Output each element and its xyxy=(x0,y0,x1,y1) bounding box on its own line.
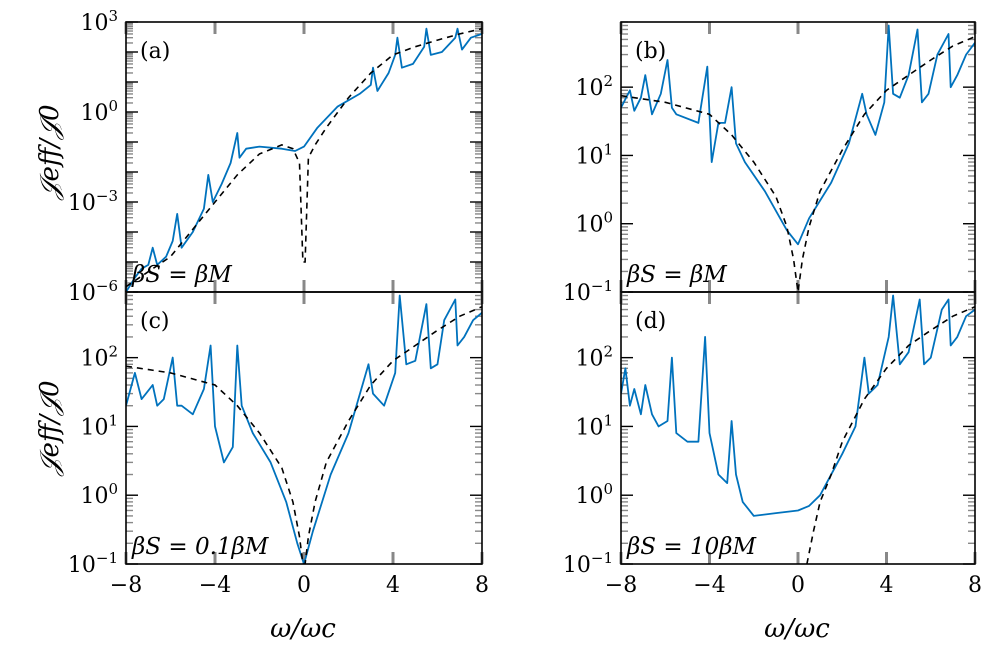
panel-tag: (a) xyxy=(140,39,170,64)
y-tick-label: 101 xyxy=(80,411,118,440)
panel-d: 102 101 100 10−1−8 −4 0 4 8 (d) βS = 10βM xyxy=(563,291,982,598)
y-tick-label: 100 xyxy=(575,480,613,509)
panel-b: 102 101 100 10−1 (b) βS = βM xyxy=(563,21,977,306)
panel-annotation: βS = 0.1βM xyxy=(131,534,270,560)
y-tick-label: 102 xyxy=(80,343,118,372)
panel-tag: (b) xyxy=(635,39,666,64)
panel-annotation: βS = βM xyxy=(626,262,728,288)
y-tick-label: 100 xyxy=(80,480,118,509)
panel-c: 102 101 100 10−1−8 −4 0 4 8 (c) βS = 0.1βM xyxy=(68,291,489,598)
series-solid-line xyxy=(621,24,975,246)
y-tick-label: 10−1 xyxy=(563,277,613,306)
series-dashed-line xyxy=(621,35,975,292)
panel-tag: (d) xyxy=(635,309,666,334)
xlabel-left: ω/ωc xyxy=(270,614,336,644)
panel-frame xyxy=(125,291,483,565)
ylabel-bottom: 𝒥eff/𝒥0 xyxy=(35,381,65,478)
ylabel-top: 𝒥eff/𝒥0 xyxy=(35,105,65,202)
y-tick-label: 102 xyxy=(575,72,613,101)
x-tick-label: 8 xyxy=(968,573,982,598)
panel-frame xyxy=(620,21,976,293)
series-dashed-line xyxy=(126,27,482,288)
y-tick-label: 100 xyxy=(575,209,613,238)
x-tick-label: 0 xyxy=(791,573,805,598)
x-tick-label: −8 xyxy=(605,573,637,598)
y-tick-label: 101 xyxy=(575,411,613,440)
series-dashed-line xyxy=(806,305,975,564)
panel-frame xyxy=(620,291,976,565)
x-tick-label: 8 xyxy=(475,573,489,598)
panel-tag: (c) xyxy=(140,309,170,334)
x-tick-label: −4 xyxy=(693,573,725,598)
series-dashed-line xyxy=(126,305,482,564)
panel-frame xyxy=(125,21,483,293)
x-tick-label: 4 xyxy=(386,573,400,598)
x-tick-label: −4 xyxy=(199,573,231,598)
y-tick-label: 102 xyxy=(575,343,613,372)
y-tick-label: 101 xyxy=(575,140,613,169)
xlabel-right: ω/ωc xyxy=(764,614,830,644)
y-tick-label: 100 xyxy=(80,97,118,126)
series-solid-line xyxy=(126,294,482,564)
series-solid-line xyxy=(621,294,975,517)
y-tick-label: 10−3 xyxy=(68,187,118,216)
x-tick-label: 0 xyxy=(297,573,311,598)
panel-a: 103 100 10−3 10−6 (a) βS = βM xyxy=(68,7,484,306)
x-tick-label: −8 xyxy=(110,573,142,598)
y-tick-label: 10−1 xyxy=(68,549,118,578)
panel-annotation: βS = βM xyxy=(131,262,233,288)
y-tick-label: 10−1 xyxy=(563,549,613,578)
series-solid-line xyxy=(126,27,482,292)
y-tick-label: 103 xyxy=(80,7,118,36)
y-tick-label: 10−6 xyxy=(68,277,118,306)
x-tick-label: 4 xyxy=(880,573,894,598)
panel-annotation: βS = 10βM xyxy=(626,534,758,560)
